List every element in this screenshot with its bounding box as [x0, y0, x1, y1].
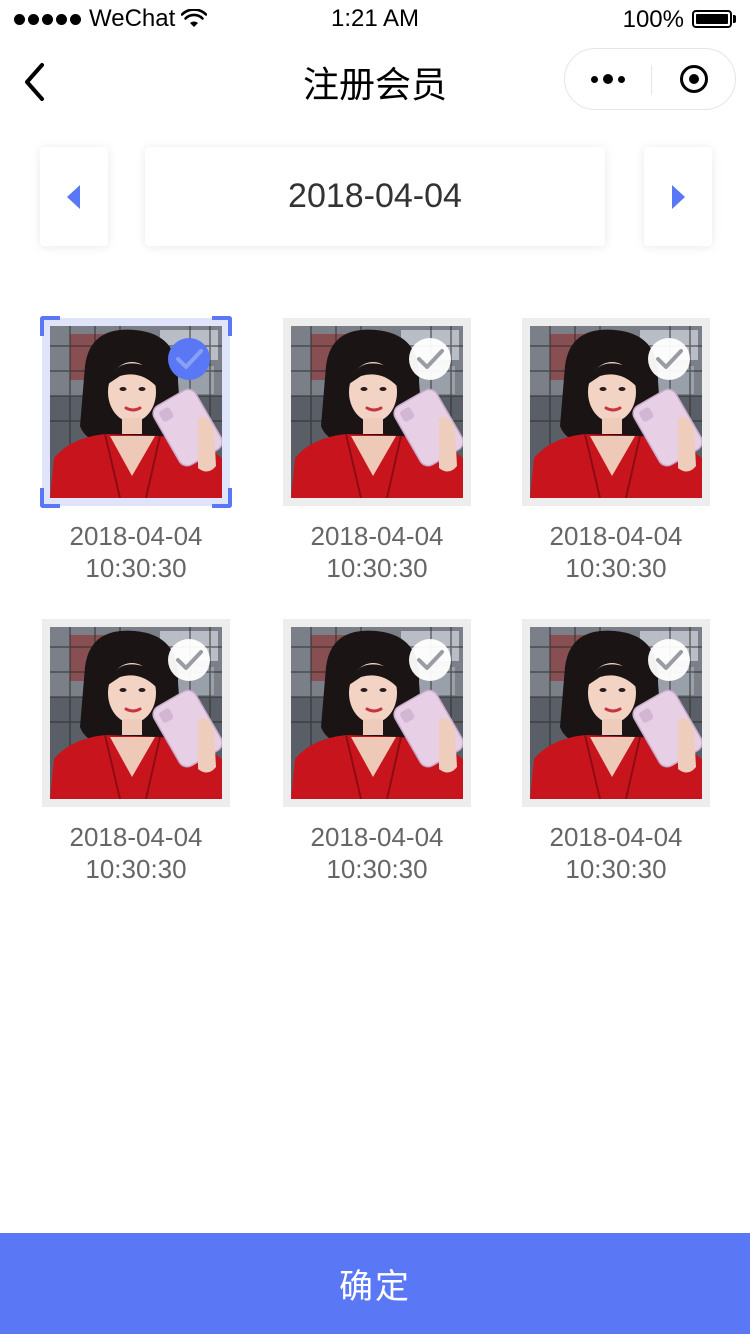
photo-date: 2018-04-04	[549, 521, 683, 551]
more-button[interactable]	[565, 49, 651, 109]
signal-strength-icon	[14, 13, 81, 25]
capsule-divider	[651, 65, 652, 95]
status-left: WeChat	[14, 5, 208, 32]
target-ring-icon	[680, 65, 708, 93]
photo-caption: 2018-04-04 10:30:30	[22, 520, 250, 584]
check-icon[interactable]	[168, 338, 210, 380]
photo-caption: 2018-04-04 10:30:30	[263, 520, 491, 584]
check-icon[interactable]	[648, 639, 690, 681]
status-time: 1:21 AM	[330, 5, 420, 32]
confirm-button[interactable]: 确定	[0, 1233, 750, 1334]
battery-icon	[692, 10, 738, 30]
back-button[interactable]	[14, 58, 54, 106]
photo-date: 2018-04-04	[69, 822, 203, 852]
check-icon[interactable]	[409, 639, 451, 681]
current-date: 2018-04-04	[288, 177, 462, 215]
chevron-left-icon	[25, 63, 44, 101]
photo-frame	[522, 619, 710, 807]
photo-date: 2018-04-04	[549, 822, 683, 852]
mini-program-capsule	[564, 48, 736, 110]
photo-frame	[283, 318, 471, 506]
check-icon[interactable]	[648, 338, 690, 380]
photo-caption: 2018-04-04 10:30:30	[22, 821, 250, 885]
photo-date: 2018-04-04	[310, 521, 444, 551]
triangle-left-icon	[67, 184, 80, 209]
nav-bar: 注册会员	[0, 38, 750, 126]
photo-date: 2018-04-04	[69, 521, 203, 551]
status-bar: WeChat 1:21 AM 100%	[0, 0, 750, 38]
photo-caption: 2018-04-04 10:30:30	[502, 821, 730, 885]
close-button[interactable]	[652, 49, 736, 109]
wifi-icon	[181, 9, 208, 27]
check-icon[interactable]	[168, 639, 210, 681]
photo-frame	[42, 619, 230, 807]
page-title: 注册会员	[302, 64, 447, 105]
battery-percent: 100%	[622, 6, 684, 33]
photo-caption: 2018-04-04 10:30:30	[263, 821, 491, 885]
photo-frame	[283, 619, 471, 807]
next-day-button[interactable]	[644, 147, 712, 246]
triangle-right-icon	[672, 184, 685, 209]
carrier-name: WeChat	[89, 5, 176, 32]
photo-frame	[522, 318, 710, 506]
check-icon[interactable]	[409, 338, 451, 380]
status-right: 100%	[623, 6, 738, 34]
photo-time: 10:30:30	[565, 553, 667, 583]
date-display[interactable]: 2018-04-04	[145, 147, 605, 246]
photo-time: 10:30:30	[326, 854, 428, 884]
photo-date: 2018-04-04	[310, 822, 444, 852]
prev-day-button[interactable]	[40, 147, 108, 246]
photo-caption: 2018-04-04 10:30:30	[502, 520, 730, 584]
more-dots-icon	[591, 75, 598, 83]
photo-time: 10:30:30	[85, 553, 187, 583]
photo-frame	[40, 316, 232, 508]
photo-time: 10:30:30	[85, 854, 187, 884]
photo-time: 10:30:30	[326, 553, 428, 583]
photo-time: 10:30:30	[565, 854, 667, 884]
